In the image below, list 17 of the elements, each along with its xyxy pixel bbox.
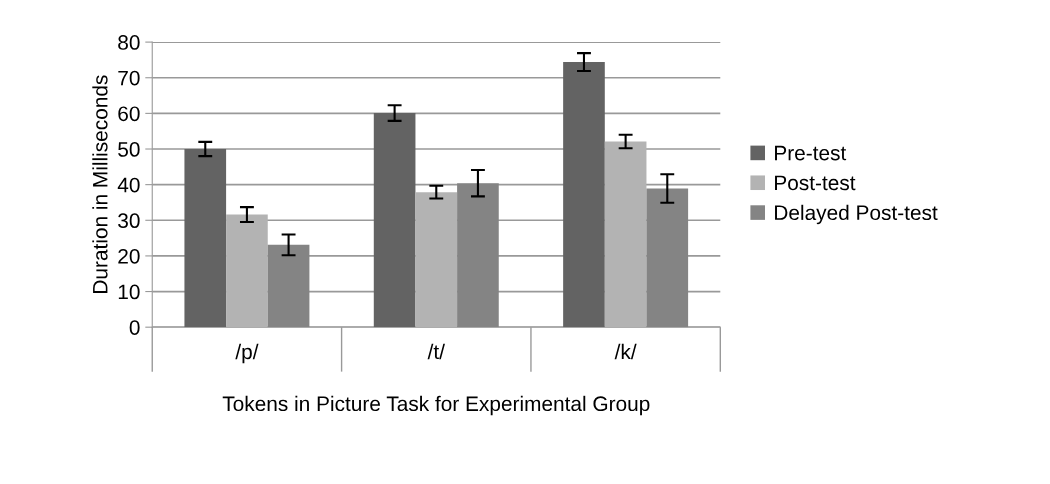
x-axis-title: Tokens in Picture Task for Experimental Group <box>222 395 650 416</box>
y-tick-label: 20 <box>118 248 140 264</box>
y-tick-label: 60 <box>118 106 140 122</box>
legend-label: Delayed Post-test <box>775 204 938 225</box>
legend-label: Post-test <box>775 175 856 191</box>
x-tick-label: /k/ <box>614 343 637 360</box>
y-tick-label: 30 <box>118 213 140 229</box>
x-tick-label: /t/ <box>427 343 445 360</box>
y-tick-label: 50 <box>118 142 140 157</box>
legend-label: Pre-test <box>775 145 847 161</box>
y-tick-label: 70 <box>118 70 140 86</box>
y-tick-label: 40 <box>117 177 140 193</box>
y-axis-title: Duration in Milliseconds <box>92 75 108 293</box>
x-tick-label: /p/ <box>235 343 259 364</box>
y-tick-label: 0 <box>129 320 140 335</box>
y-tick-label: 10 <box>118 284 140 300</box>
y-tick-label: 80 <box>118 35 140 50</box>
